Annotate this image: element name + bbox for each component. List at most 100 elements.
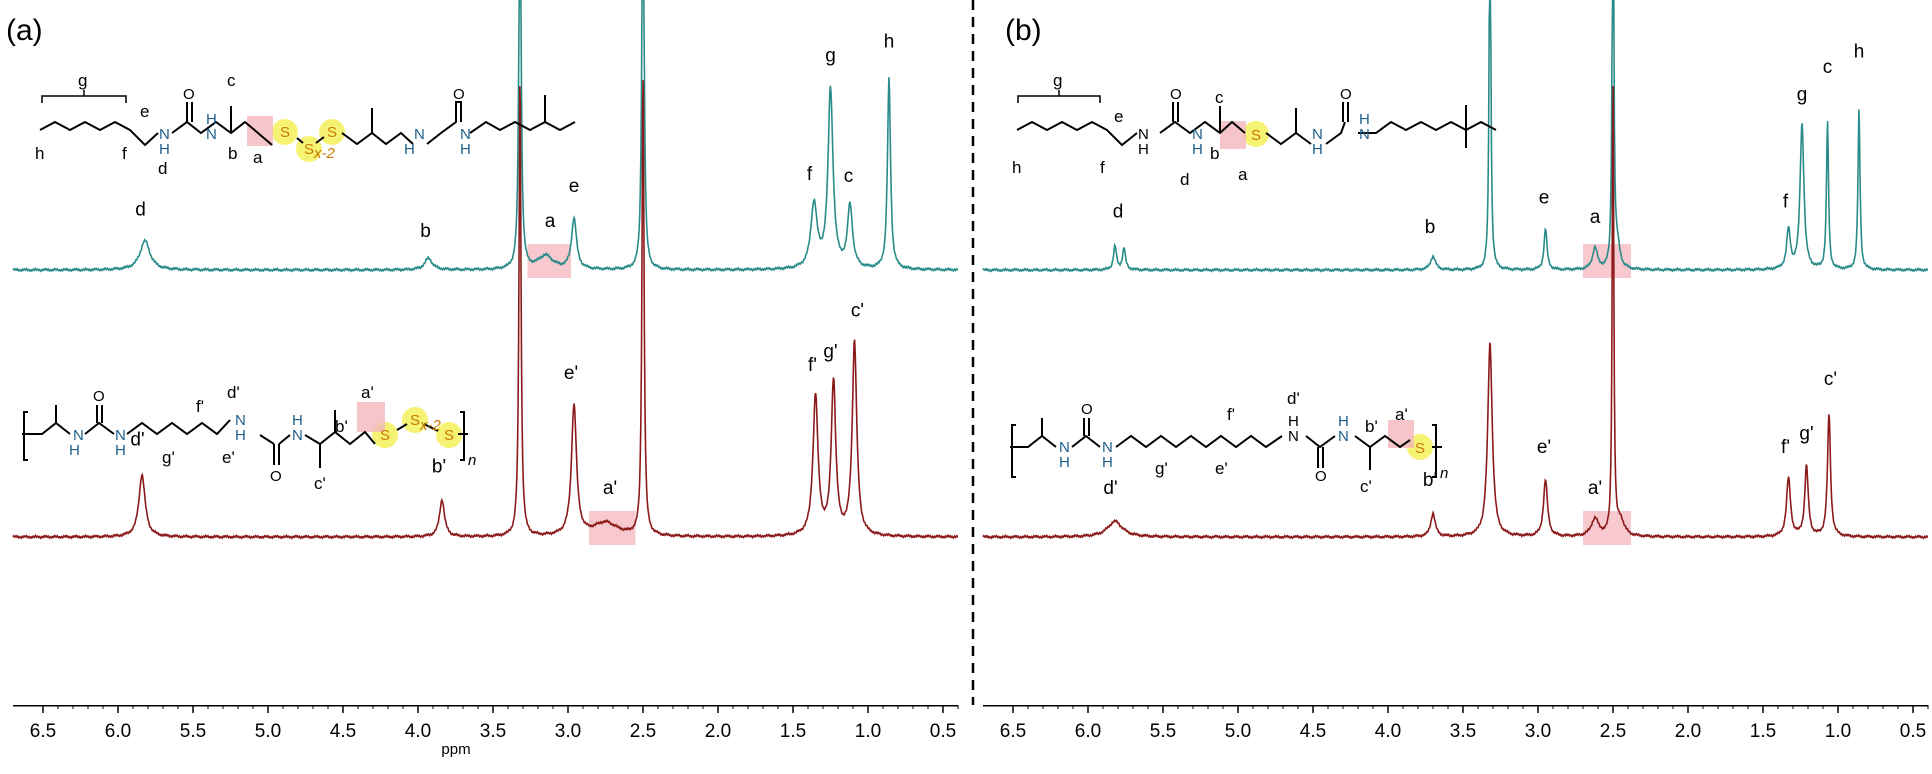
peak-label: a' [1588,478,1602,499]
x-tick-label: 6.0 [105,721,131,742]
atom-nh: N [1338,428,1349,445]
struct-label: g' [162,448,175,467]
peak-label: c [1823,57,1833,78]
struct-label: f' [196,397,204,416]
structure-b-bottom: N H O N H N H O N H S n d' f' a' b' g' e… [1010,389,1448,496]
atom-nh: N [292,427,303,444]
atom-nh: N [460,126,471,143]
struct-label: b' [1365,417,1378,436]
ch2-highlight [1220,121,1246,149]
struct-label: c [227,71,236,90]
atom-nh: N [115,427,126,444]
peak-label: d' [1103,478,1117,499]
struct-label: a [1238,165,1248,184]
peak-label: e [569,176,580,197]
struct-label: g' [1155,459,1168,478]
ch2-highlight [357,402,385,432]
trace-layer [12,0,1929,540]
atom-s: S [444,427,454,444]
struct-label: g [78,71,87,90]
x-tick-label: 5.5 [180,721,206,742]
atom-nh: N [159,126,170,143]
x-tick-label: 3.5 [1450,721,1476,742]
atom-nh: N [1288,428,1299,445]
panel-label-a: (a) [6,14,43,47]
peak-label: c [844,166,854,187]
struct-label: g [1053,71,1062,90]
sulfur-glow [1243,121,1269,147]
nmr-trace-polymer [12,80,959,540]
peak-label: e' [564,363,578,384]
atom-s: S [1415,440,1425,457]
struct-label: a' [361,383,374,402]
struct-label: d [158,159,167,178]
nmr-trace-monomer [982,0,1929,273]
x-tick-label: 2.0 [1675,721,1701,742]
nmr-trace-polymer [982,86,1929,540]
atom-nh: H [1102,454,1113,471]
peak-label: d' [130,429,144,450]
x-tick-label: 1.0 [855,721,881,742]
x-axis-line-b [983,705,1928,707]
x-tick-label: 5.0 [1225,721,1251,742]
x-tick-label: 5.5 [1150,721,1176,742]
struct-label: e' [222,448,235,467]
x-tick-label: 6.5 [1000,721,1026,742]
atom-o: O [1170,86,1182,103]
peak-label: a [1590,207,1601,228]
atom-nh: H [1138,141,1149,158]
atom-nh: N [1138,126,1149,143]
structure-a-top: N H O N H S S x-2 S N H O N H g e c h f … [35,71,576,178]
struct-label: f' [1227,405,1235,424]
atom-o: O [1340,86,1352,103]
panel-label-b: (b) [1005,14,1042,47]
atom-nh: N [1359,126,1370,143]
struct-label: a' [1395,405,1408,424]
struct-label: f [1100,158,1105,177]
atom-nh: N [235,412,246,429]
struct-label: f [122,144,127,163]
struct-label: c' [1360,477,1372,496]
tick-layer: 6.5 6.0 5.5 5.0 4.5 4.0 3.5 3.0 2.5 2.0 1.5 1.0 0.5 6… [30,705,1929,742]
x-tick-label: 2.5 [1600,721,1626,742]
x-tick-label: 5.0 [255,721,281,742]
peak-label: g' [1799,423,1813,444]
atom-nh: N [1192,126,1203,143]
x-tick-label: 3.5 [480,721,506,742]
peak-label: d [135,199,146,220]
atom-nh: H [115,442,126,459]
peak-label: b' [432,457,446,478]
atom-o: O [183,86,195,103]
sulfur-subscript: x-2 [419,417,441,434]
atom-o: O [93,388,105,405]
x-axis-line-a [13,705,958,707]
repeat-n: n [1440,465,1448,482]
x-axis-title-a: ppm [441,741,470,758]
struct-label: c [1215,88,1224,107]
atom-s: S [1251,127,1261,144]
atom-o: O [453,86,465,103]
atom-nh: N [73,427,84,444]
atom-s: S [410,412,420,429]
atom-nh: H [235,427,246,444]
x-tick-label: 0.5 [930,721,956,742]
peak-label: c' [851,301,864,322]
atom-nh: H [159,141,170,158]
structure-a-bottom: N H O N H N H O N H S S x-2 S n d' f' a'… [22,383,476,493]
sulfur-glow [402,407,428,433]
peak-label: b' [1423,470,1437,491]
x-tick-label: 3.0 [1525,721,1551,742]
peak-label: h [884,32,895,53]
peak-label: b [1425,217,1436,238]
peak-label: f [807,164,813,185]
peak-label: f' [808,355,817,376]
struct-label: e [1114,107,1123,126]
x-tick-label: 1.0 [1825,721,1851,742]
peak-label: g [1797,84,1808,105]
sulfur-glow [319,119,345,145]
repeat-n: n [468,452,476,469]
signal-highlight [1583,511,1631,545]
x-tick-label: 4.5 [1300,721,1326,742]
atom-nh: H [1312,141,1323,158]
